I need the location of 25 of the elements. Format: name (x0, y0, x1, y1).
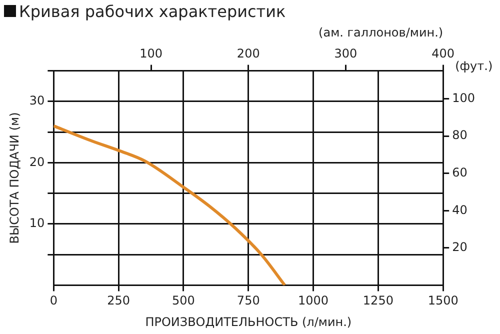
y2-tick-label: 60 (452, 165, 468, 180)
x2-tick-label: 400 (432, 46, 455, 61)
x-tick-label: 1500 (428, 294, 458, 308)
y-tick-label: 10 (29, 216, 45, 230)
line-series (54, 124, 286, 286)
y-tick-label: 20 (29, 154, 45, 169)
y-tick-label: 30 (29, 94, 45, 108)
x-tick-label: 1000 (298, 294, 329, 308)
x-tick-label: 1250 (362, 294, 394, 308)
x-tick-label: 250 (107, 294, 130, 308)
x-tick-label: 750 (236, 294, 260, 308)
y-axis-title: ВЫСОТА ПОДАЧИ (м) (7, 112, 22, 244)
x-axis-title: ПРОИЗВОДИТЕЛЬНОСТЬ (л/мин.) (145, 314, 352, 329)
y2-tick-label: 20 (452, 240, 468, 254)
x-tick-label: 0 (50, 294, 58, 308)
y2-tick-label: 40 (452, 202, 468, 217)
x2-tick-label: 100 (140, 46, 162, 61)
x2-tick-label: 200 (236, 46, 260, 61)
x-tick-label: 500 (172, 294, 195, 308)
y2-axis-title: (фут.) (455, 58, 493, 73)
y2-tick-label: 80 (452, 128, 468, 142)
x2-tick-label: 300 (334, 46, 358, 61)
x2-axis-title: (ам. галлонов/мин.) (318, 25, 444, 40)
chart-title: Кривая рабочих характеристик (19, 2, 286, 20)
y2-tick-label: 100 (452, 90, 475, 105)
